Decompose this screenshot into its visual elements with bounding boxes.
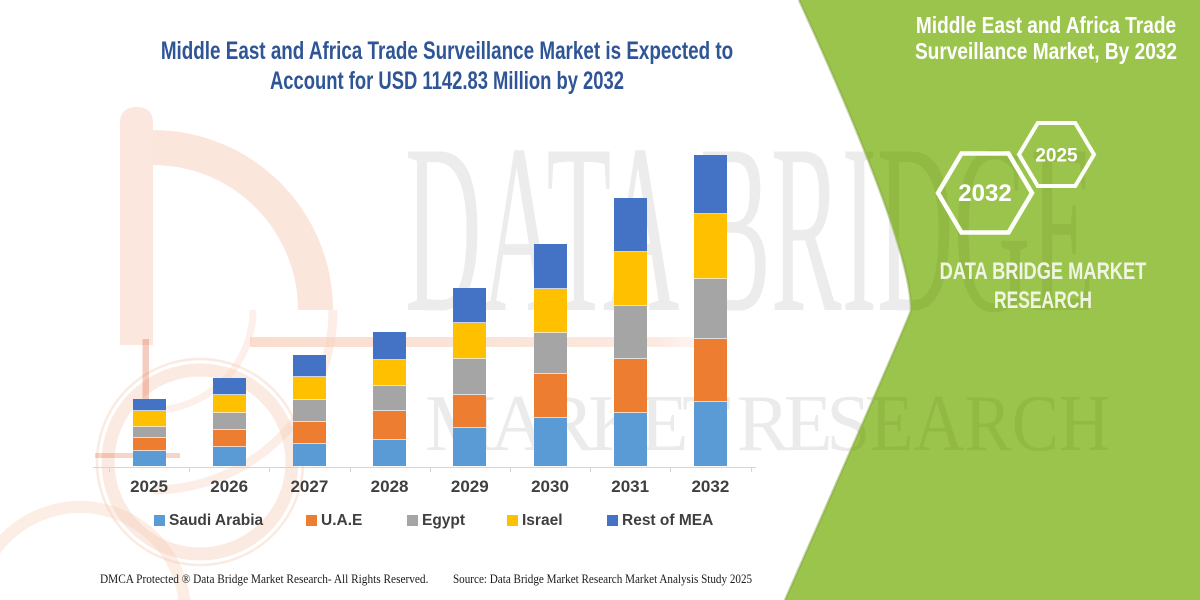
bar-2032 [693,154,727,467]
bar-2028 [373,331,407,467]
legend-label: Saudi Arabia [169,512,264,529]
bar-segment-2025-u-a-e [132,437,166,452]
x-axis-label-2029: 2029 [450,477,489,496]
bar-segment-2025-israel [132,411,166,427]
brand-name-line1: DATA BRIDGE MARKET [939,258,1147,285]
page-title: Middle East and Africa Trade Surveillanc… [0,36,894,96]
side-panel-title: Middle East and Africa Trade Surveillanc… [796,12,1200,64]
page-title-line1: Middle East and Africa Trade Surveillanc… [160,37,734,65]
bar-segment-2028-israel [373,359,407,386]
x-axis-label-2025: 2025 [130,477,168,496]
bar-segment-2030-rest-of-mea [533,243,567,289]
logo-swoosh [250,337,726,347]
bar-segment-2029-israel [453,323,487,360]
x-axis-label-2030: 2030 [531,477,569,496]
bar-2026 [212,378,246,467]
bar-segment-2031-rest-of-mea [613,198,647,252]
bar-segment-2027-egypt [292,400,326,422]
footer-copyright: DMCA Protected ® Data Bridge Market Rese… [100,572,429,586]
bar-2027 [292,355,326,467]
hexagon-2032: 2032 [935,151,1035,235]
bar-segment-2032-israel [693,213,727,279]
legend-swatch [407,515,418,526]
hexagon-2025-label: 2025 [1035,146,1078,167]
bar-segment-2027-israel [292,377,326,401]
bar-segment-2031-israel [613,251,647,307]
bar-segment-2029-egypt [453,359,487,395]
side-panel-title-line1: Middle East and Africa Trade [915,12,1177,38]
bar-segment-2025-egypt [132,426,166,438]
legend-label: Egypt [422,512,466,529]
bar-segment-2030-saudi-arabia [533,417,567,467]
bar-segment-2027-rest-of-mea [292,355,326,378]
bar-2030 [533,243,567,467]
x-axis-label-2026: 2026 [210,477,249,496]
x-axis-line [93,467,756,468]
x-axis-tick [750,468,752,472]
x-axis-tick [590,468,592,472]
bar-segment-2026-u-a-e [212,429,246,447]
x-axis-label-2032: 2032 [691,477,730,496]
bar-segment-2030-israel [533,288,567,334]
bar-segment-2032-egypt [693,278,727,340]
brand-name-line2: RESEARCH [994,287,1092,314]
bar-segment-2027-saudi-arabia [292,444,326,467]
legend-swatch [306,515,317,526]
green-panel-shape [785,0,1200,600]
hexagon-2032-label: 2032 [958,180,1011,207]
x-axis-tick [269,468,271,472]
x-axis-tick [349,468,351,472]
hexagon-2025: 2025 [1016,121,1097,188]
bar-2029 [453,288,487,467]
x-axis-tick [108,468,110,472]
x-axis-label-2027: 2027 [290,477,329,496]
legend-swatch [607,515,618,526]
bar-segment-2029-rest-of-mea [453,288,487,324]
footer-source: Source: Data Bridge Market Research Mark… [453,572,753,586]
bar-segment-2031-saudi-arabia [613,412,647,467]
bar-segment-2030-u-a-e [533,374,567,418]
x-axis-tick [189,468,191,472]
bar-segment-2028-u-a-e [373,410,407,440]
brand-name: DATA BRIDGE MARKET RESEARCH [793,257,1200,315]
bar-segment-2032-rest-of-mea [693,154,727,214]
green-panel-edge [783,0,913,600]
bar-segment-2028-saudi-arabia [373,439,407,467]
bar-segment-2028-rest-of-mea [373,331,407,360]
bar-segment-2026-rest-of-mea [212,378,246,395]
bar-segment-2025-saudi-arabia [132,451,166,467]
x-axis-tick [509,468,511,472]
bar-segment-2026-israel [212,394,246,414]
bar-segment-2028-egypt [373,385,407,411]
legend-swatch [154,515,165,526]
bar-segment-2029-u-a-e [453,394,487,429]
x-axis-tick [429,468,431,472]
bar-segment-2030-egypt [533,333,567,375]
legend-label: Rest of MEA [622,512,714,529]
x-axis-label-2028: 2028 [370,477,409,496]
bar-segment-2032-saudi-arabia [693,402,727,467]
x-axis-tick [670,468,672,472]
bar-2031 [613,198,647,467]
legend-label: U.A.E [321,512,363,529]
legend-swatch [507,515,518,526]
bar-segment-2025-rest-of-mea [132,399,166,412]
logo-red-vertical [142,339,149,430]
legend-label: Israel [522,512,563,529]
x-axis-label-2031: 2031 [611,477,650,496]
bar-2025 [132,399,166,467]
bar-segment-2026-egypt [212,413,246,430]
page-title-line2: Account for USD 1142.83 Million by 2032 [269,67,625,95]
bar-segment-2026-saudi-arabia [212,446,246,467]
bar-segment-2032-u-a-e [693,339,727,403]
side-panel-title-line2: Surveillance Market, By 2032 [914,38,1178,64]
bar-segment-2031-egypt [613,306,647,359]
bar-segment-2027-u-a-e [292,421,326,444]
bar-segment-2029-saudi-arabia [453,428,487,467]
bar-segment-2031-u-a-e [613,358,647,413]
